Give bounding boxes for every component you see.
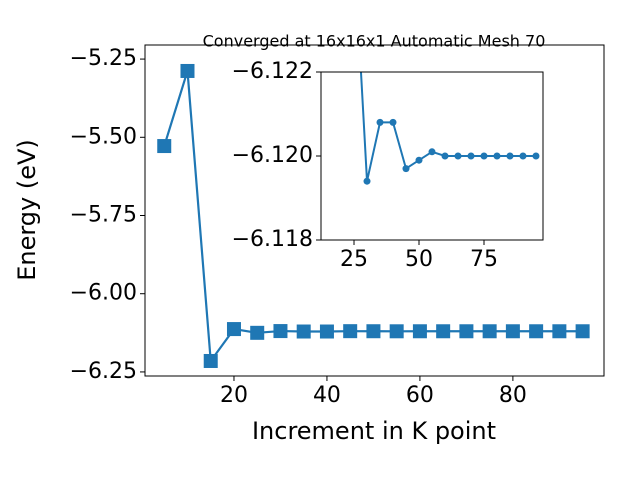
- data-marker: [389, 324, 404, 339]
- y-tick-label: −6.118: [232, 227, 313, 252]
- data-marker: [454, 152, 462, 160]
- y-tick-label: −6.122: [232, 59, 313, 84]
- data-marker: [273, 324, 288, 339]
- y-tick-label: −5.25: [70, 46, 137, 71]
- data-marker: [482, 324, 497, 339]
- data-marker: [389, 118, 397, 126]
- y-tick-label: −6.25: [70, 359, 137, 384]
- data-marker: [376, 118, 384, 126]
- data-marker: [296, 324, 311, 339]
- data-marker: [366, 324, 381, 339]
- data-marker: [402, 165, 410, 173]
- data-marker: [519, 152, 527, 160]
- y-tick-label: −5.50: [70, 124, 137, 149]
- data-marker: [480, 152, 488, 160]
- data-marker: [343, 324, 358, 339]
- plot-area: [157, 63, 590, 368]
- data-marker: [505, 324, 520, 339]
- data-marker: [157, 139, 172, 154]
- y-tick-label: −5.75: [70, 203, 137, 228]
- data-marker: [467, 152, 475, 160]
- data-marker: [180, 63, 195, 78]
- chart-title: Converged at 16x16x1 Automatic Mesh 70: [203, 32, 546, 51]
- data-marker: [575, 324, 590, 339]
- x-axis-label: Increment in K point: [252, 417, 496, 445]
- data-marker: [428, 148, 436, 156]
- x-tick-label: 25: [340, 247, 368, 272]
- y-tick-label: −6.00: [70, 281, 137, 306]
- data-marker: [532, 152, 540, 160]
- data-marker: [506, 152, 514, 160]
- axes-frame: [144, 44, 605, 377]
- data-marker: [441, 152, 449, 160]
- data-marker: [436, 324, 451, 339]
- data-marker: [493, 152, 501, 160]
- x-tick-label: 75: [470, 247, 498, 272]
- x-tick-label: 80: [499, 383, 527, 408]
- data-marker: [529, 324, 544, 339]
- y-tick-label: −6.120: [232, 143, 313, 168]
- y-axis-label: Energy (eV): [13, 139, 41, 281]
- data-marker: [250, 325, 265, 340]
- data-marker: [203, 353, 218, 368]
- x-tick-label: 60: [406, 383, 434, 408]
- x-tick-label: 40: [313, 383, 341, 408]
- data-marker: [226, 322, 241, 337]
- data-marker: [363, 177, 371, 185]
- x-tick-label: 50: [405, 247, 433, 272]
- data-marker: [415, 156, 423, 164]
- plot-area: [359, 72, 540, 185]
- data-marker: [319, 324, 334, 339]
- data-marker: [552, 324, 567, 339]
- x-tick-label: 20: [220, 383, 248, 408]
- data-marker: [459, 324, 474, 339]
- data-marker: [412, 324, 427, 339]
